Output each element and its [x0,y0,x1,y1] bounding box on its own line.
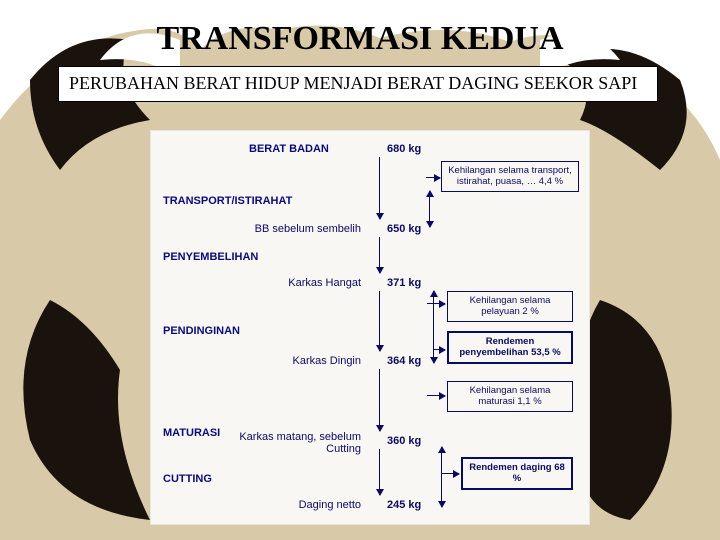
phase-berat-badan: BERAT BADAN [249,143,329,155]
phase-transport: TRANSPORT/ISTIRAHAT [163,195,292,207]
weight-5: 360 kg [387,435,421,447]
phase-maturasi: MATURASI [163,427,220,439]
step-karkas-hangat: Karkas Hangat [231,277,361,289]
loss-maturasi: Kehilangan selama maturasi 1,1 % [447,381,573,412]
phase-cutting: CUTTING [163,473,212,485]
weight-flow-diagram: BERAT BADAN TRANSPORT/ISTIRAHAT PENYEMBE… [150,130,590,525]
arrow-1 [379,157,380,219]
arrow-2 [379,237,380,273]
arrow-5 [379,449,380,495]
step-karkas-dingin: Karkas Dingin [231,355,361,367]
arrow-4 [379,369,380,431]
rend-daging: Rendemen daging 68 % [461,457,573,490]
conn-4 [427,395,445,396]
conn-3v [433,291,434,363]
conn-2 [427,303,445,304]
page-title: TRANSFORMASI KEDUA [0,20,720,58]
loss-transport: Kehilangan selama transport, istirahat, … [441,161,579,192]
conn-5v [441,447,442,507]
weight-4: 364 kg [387,355,421,367]
weight-6: 245 kg [387,499,421,511]
rend-penyembelihan: Rendemen penyembelihan 53,5 % [447,331,573,364]
arrow-3 [379,291,380,351]
loss-pelayuan: Kehilangan selama pelayuan 2 % [447,291,573,322]
weight-1: 680 kg [387,143,421,155]
subtitle-box: PERUBAHAN BERAT HIDUP MENJADI BERAT DAGI… [58,66,658,102]
conn-5 [441,473,459,474]
weight-2: 650 kg [387,223,421,235]
step-daging-netto: Daging netto [231,499,361,511]
phase-pendinginan: PENDINGINAN [163,325,240,337]
conn-3 [433,349,445,350]
step-bb-sebelum: BB sebelum sembelih [231,223,361,235]
conn-1b [429,191,430,227]
phase-penyembelihan: PENYEMBELIHAN [163,251,258,263]
weight-3: 371 kg [387,277,421,289]
conn-1a [426,177,440,178]
step-karkas-matang: Karkas matang, sebelum Cutting [221,431,361,455]
